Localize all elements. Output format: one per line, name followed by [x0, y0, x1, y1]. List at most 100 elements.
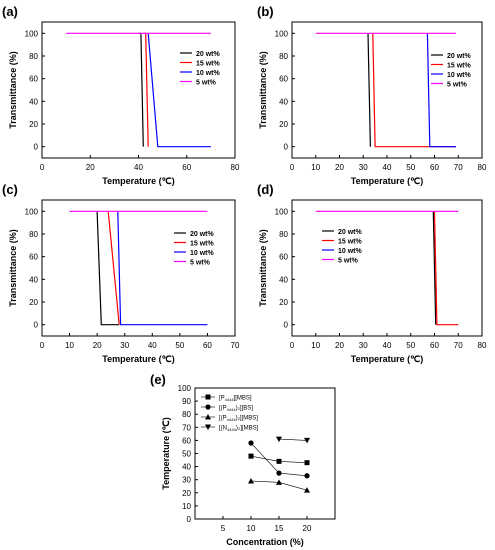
legend-label: 10 wt% [190, 250, 215, 257]
legend-label: [(P4444)₂][BS] [219, 406, 253, 413]
y-tick-label: 80 [182, 410, 191, 419]
legend-label: [P4444][MBS] [219, 396, 252, 403]
data-point [276, 436, 282, 443]
legend-label: 5 wt% [338, 258, 359, 265]
y-axis-label: Temperature (℃) [161, 417, 171, 489]
y-tick-label: 50 [182, 450, 191, 459]
series-line [96, 211, 120, 326]
x-axis-label: Temperature (℃) [102, 176, 174, 186]
x-tick-label: 30 [359, 341, 368, 350]
panel-label: (e) [150, 372, 166, 387]
y-tick-label: 20 [29, 298, 38, 307]
legend-label: 10 wt% [338, 248, 363, 255]
chart-panel-d: 0 10 20 30 40 50 60 70 80 0 20 40 60 80 100 Temperature… [257, 182, 487, 364]
y-tick-label: 40 [29, 275, 38, 284]
x-tick-label: 30 [120, 341, 129, 350]
y-tick-label: 100 [275, 29, 289, 38]
data-point [205, 394, 211, 400]
x-tick-label: 40 [148, 341, 157, 350]
y-tick-label: 40 [279, 275, 288, 284]
legend-label: [(P4444)₂][MBS] [219, 416, 258, 423]
y-tick-label: 30 [182, 476, 191, 485]
x-tick-label: 50 [175, 341, 184, 350]
y-tick-label: 40 [182, 463, 191, 472]
series-line [117, 211, 208, 326]
data-point [304, 437, 310, 444]
x-axis-label: Temperature (℃) [351, 354, 423, 364]
x-tick-label: 20 [93, 341, 102, 350]
chart-panel-a: 0 20 40 60 80 0 20 40 60 80 100 Temperature (℃) Tran… [2, 4, 240, 186]
y-tick-label: 100 [275, 207, 289, 216]
x-tick-label: 40 [383, 163, 392, 172]
series-line [372, 33, 456, 148]
y-tick-label: 0 [34, 143, 39, 152]
x-tick-label: 70 [454, 341, 463, 350]
y-tick-label: 80 [29, 52, 38, 61]
x-tick-label: 70 [454, 163, 463, 172]
y-tick-label: 90 [182, 397, 191, 406]
series-line [278, 438, 308, 441]
x-tick-label: 20 [335, 163, 344, 172]
legend-label: 20 wt% [447, 53, 472, 60]
x-tick-label: 80 [231, 163, 240, 172]
panel-label: (a) [2, 4, 18, 19]
legend-label: 10 wt% [196, 70, 221, 77]
series-line [432, 211, 437, 325]
panel-label: (b) [257, 4, 274, 19]
data-point [276, 479, 282, 485]
chart-panel-c: 0 10 20 30 40 50 60 70 0 20 40 60 80 100 Temperature (… [2, 182, 240, 364]
y-tick-label: 80 [279, 230, 288, 239]
data-point [248, 453, 254, 459]
data-point [304, 487, 310, 493]
y-axis-label: Transmittance (%) [8, 51, 18, 129]
x-tick-label: 15 [275, 524, 284, 533]
x-axis-label: Temperature (℃) [351, 176, 423, 186]
x-tick-label: 10 [311, 341, 320, 350]
x-tick-label: 60 [182, 163, 191, 172]
x-tick-label: 10 [247, 524, 256, 533]
series-line [143, 32, 149, 147]
x-tick-label: 0 [290, 163, 295, 172]
plot-frame [41, 21, 236, 159]
series-line [107, 211, 120, 325]
x-tick-label: 60 [430, 341, 439, 350]
x-tick-label: 70 [231, 341, 240, 350]
legend-label: 15 wt% [447, 63, 472, 70]
plot-frame [41, 199, 236, 337]
y-tick-label: 60 [182, 436, 191, 445]
x-tick-label: 40 [383, 341, 392, 350]
y-tick-label: 70 [182, 423, 191, 432]
y-tick-label: 20 [279, 298, 288, 307]
x-tick-label: 20 [86, 163, 95, 172]
series-line [138, 32, 144, 147]
y-axis-label: Transmittance (%) [258, 51, 268, 129]
legend-label: 5 wt% [196, 80, 217, 87]
legend-label: 5 wt% [190, 260, 211, 267]
legend-label: 15 wt% [338, 239, 363, 246]
legend-label: 20 wt% [190, 231, 215, 238]
series-line [147, 33, 211, 148]
x-tick-label: 20 [303, 524, 312, 533]
x-tick-label: 0 [40, 341, 45, 350]
y-tick-label: 10 [182, 502, 191, 511]
data-point [205, 414, 211, 420]
y-tick-label: 60 [279, 253, 288, 262]
x-tick-label: 0 [290, 341, 295, 350]
legend-label: 10 wt% [447, 72, 472, 79]
x-tick-label: 40 [134, 163, 143, 172]
legend-label: 20 wt% [196, 51, 221, 58]
data-point [248, 440, 254, 446]
series-line [367, 33, 371, 147]
x-tick-label: 5 [221, 524, 226, 533]
y-tick-label: 60 [29, 75, 38, 84]
data-point [248, 478, 254, 484]
panel-label: (d) [257, 182, 274, 197]
legend-label: [(N4444)₂][MBS] [219, 426, 259, 433]
y-tick-label: 0 [34, 321, 39, 330]
legend-label: 15 wt% [190, 241, 215, 248]
x-tick-label: 0 [40, 163, 45, 172]
x-tick-label: 30 [359, 163, 368, 172]
x-axis-label: Concentration (%) [226, 537, 304, 547]
plot-frame [291, 21, 483, 159]
y-tick-label: 60 [29, 253, 38, 262]
